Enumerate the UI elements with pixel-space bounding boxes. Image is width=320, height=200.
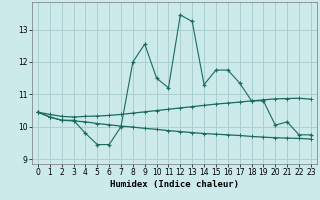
X-axis label: Humidex (Indice chaleur): Humidex (Indice chaleur) (110, 180, 239, 189)
